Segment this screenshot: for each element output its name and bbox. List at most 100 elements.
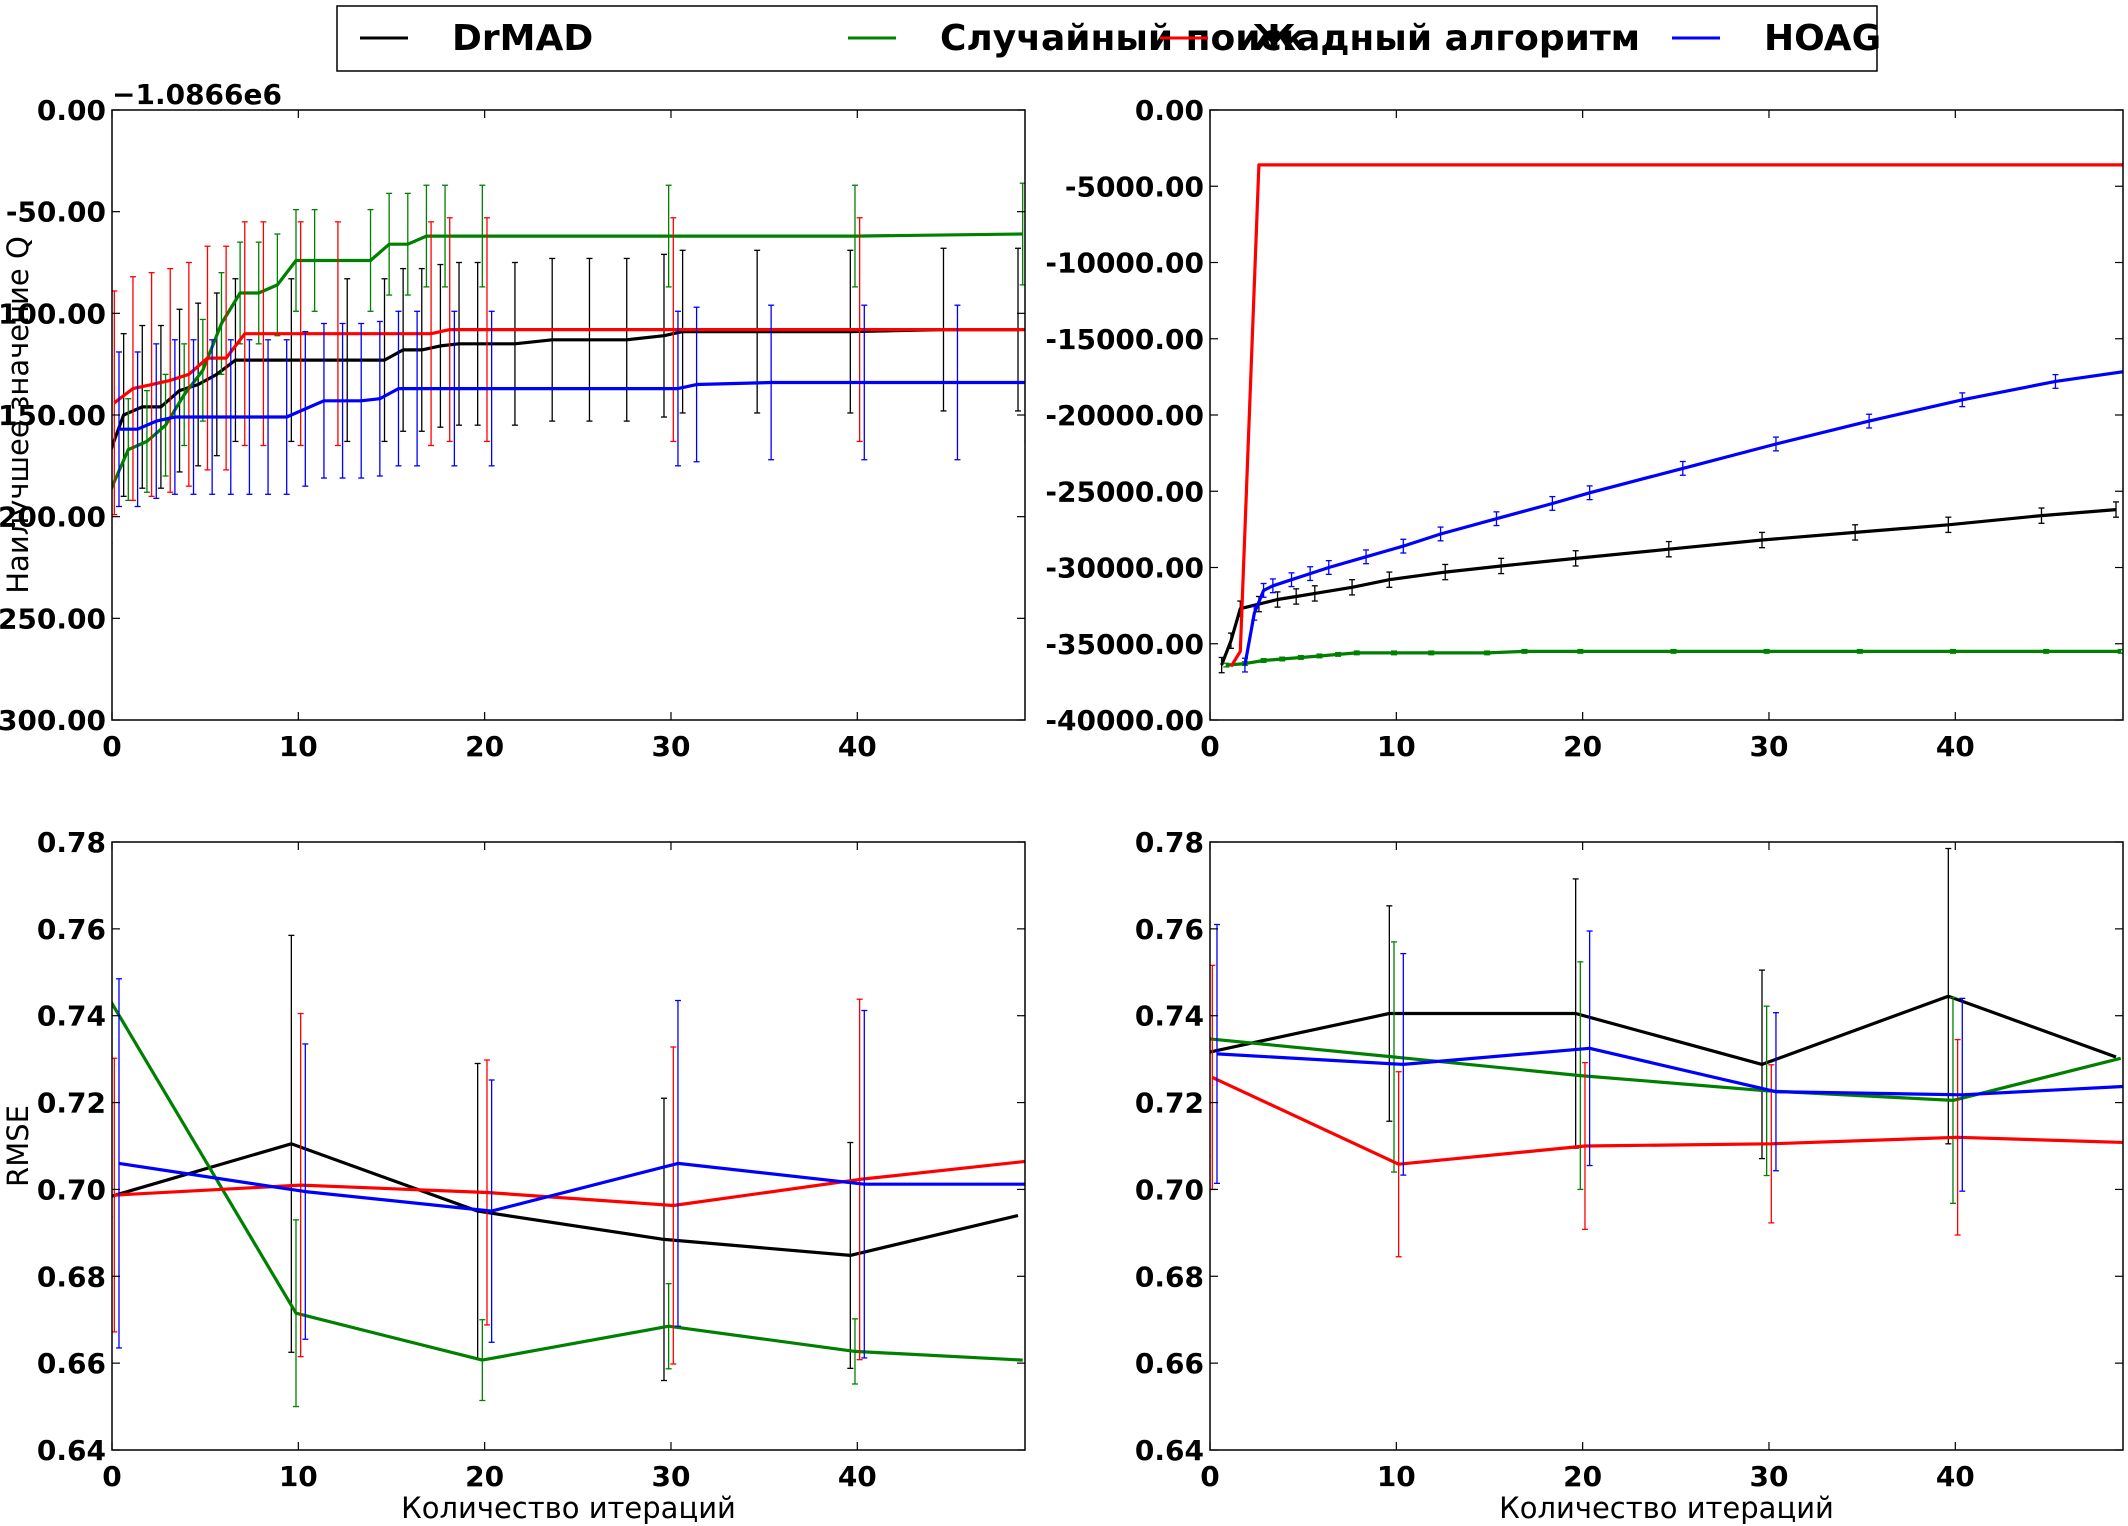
- series-line: [1243, 370, 2123, 666]
- x-tick-label: 10: [1377, 730, 1416, 763]
- series-line: [1229, 163, 2123, 668]
- x-tick-label: 40: [838, 730, 877, 763]
- legend-entry: Жадный алгоритм: [1160, 18, 1640, 59]
- y-tick-label: -5000.00: [1065, 170, 1204, 203]
- y-tick-label: 0.66: [37, 1347, 106, 1380]
- series-3: [115, 304, 1025, 508]
- y-tick-label: 0.68: [37, 1260, 106, 1293]
- plot-area: [112, 182, 1025, 544]
- y-tick-label: -35000.00: [1045, 628, 1204, 661]
- legend-entry: HOAG: [1672, 18, 1881, 59]
- x-tick-label: 0: [102, 1460, 121, 1493]
- series-3: [115, 978, 1025, 1359]
- y-tick-label: 0.74: [37, 1000, 106, 1033]
- x-axis-label: Количество итераций: [401, 1491, 736, 1525]
- y-tick-label: -150.00: [0, 399, 106, 432]
- x-tick-label: 40: [1936, 730, 1975, 763]
- y-tick-label: -300.00: [0, 704, 106, 737]
- x-tick-label: 20: [465, 1460, 504, 1493]
- series-1: [112, 1000, 1023, 1408]
- axes-frame: [1209, 841, 2124, 1451]
- y-axis-label: Наилучшее значение Q: [1, 236, 35, 594]
- subplot-top-right: 0 10 20 30 40 0.00 -5000.00 -10000.00 -15000.00 -…: [1045, 94, 2124, 763]
- plot-area: [1210, 847, 2123, 1258]
- y-tick-label: -15000.00: [1045, 323, 1204, 356]
- x-tick-label: 20: [1563, 730, 1602, 763]
- legend-label: HOAG: [1764, 18, 1881, 59]
- y-tick-label: -40000.00: [1045, 704, 1204, 737]
- series-line: [1216, 1046, 2123, 1097]
- y-axis-label: RMSE: [1, 1105, 35, 1187]
- legend-label: Жадный алгоритм: [1252, 18, 1640, 59]
- subplot-top-left: 0 10 20 30 40 0.00 -50.00 -100.00 -150.00 -200.00…: [0, 78, 1026, 763]
- series-line: [118, 1161, 1025, 1213]
- legend-entry: DrMAD: [360, 18, 593, 59]
- series-2: [1229, 163, 2123, 668]
- subplot-bottom-left: 0 10 20 30 40 0.78 0.76 0.74 0.72 0.70 0.68 0.66 0.6…: [1, 826, 1026, 1525]
- y-tick-label: 0.00: [37, 94, 106, 127]
- series-line: [113, 328, 1025, 405]
- axis-offset-label: −1.0866e6: [112, 78, 282, 111]
- series-0: [1218, 501, 2120, 674]
- y-tick-label: -50.00: [6, 196, 106, 229]
- x-tick-label: 40: [838, 1460, 877, 1493]
- x-tick-label: 30: [1749, 1460, 1788, 1493]
- y-tick-label: 0.72: [37, 1087, 106, 1120]
- y-tick-label: -30000.00: [1045, 552, 1204, 585]
- series-3: [1241, 370, 2123, 673]
- x-tick-label: 20: [1563, 1460, 1602, 1493]
- y-tick-label: 0.64: [1135, 1434, 1204, 1467]
- series-line: [112, 1142, 1019, 1258]
- plot-area: [112, 934, 1025, 1408]
- x-tick-label: 0: [1200, 1460, 1219, 1493]
- series-2: [1210, 964, 2123, 1258]
- series-line: [112, 232, 1023, 492]
- series-2: [112, 217, 1025, 516]
- series-line: [112, 1000, 1023, 1362]
- x-tick-label: 30: [651, 730, 690, 763]
- x-tick-label: 40: [1936, 1460, 1975, 1493]
- series-line: [1226, 649, 2121, 667]
- series-line: [119, 380, 1025, 431]
- x-tick-label: 30: [651, 1460, 690, 1493]
- x-tick-label: 20: [465, 730, 504, 763]
- series-line: [1210, 1037, 2122, 1103]
- x-axis-label: Количество итераций: [1499, 1491, 1834, 1525]
- y-tick-label: 0.66: [1135, 1347, 1204, 1380]
- axes-frame: [111, 841, 1026, 1451]
- axes-frame: [1209, 109, 2124, 721]
- y-tick-label: 0.78: [37, 826, 106, 859]
- plots: 0 10 20 30 40 0.00 -50.00 -100.00 -150.00 -200.00…: [0, 78, 2124, 1525]
- x-tick-label: 0: [102, 730, 121, 763]
- y-tick-label: 0.74: [1135, 1000, 1204, 1033]
- x-tick-label: 10: [279, 730, 318, 763]
- y-tick-label: 0.76: [37, 913, 106, 946]
- y-tick-label: 0.78: [1135, 826, 1204, 859]
- y-tick-label: -200.00: [0, 501, 106, 534]
- series-line: [1211, 1075, 2123, 1166]
- x-tick-label: 0: [1200, 730, 1219, 763]
- y-tick-label: 0.72: [1135, 1087, 1204, 1120]
- legend-entry: Случайный поиск: [848, 18, 1306, 59]
- y-tick-label: 0.64: [37, 1434, 106, 1467]
- plot-area: [1218, 163, 2123, 674]
- y-tick-label: 0.70: [1135, 1173, 1204, 1206]
- y-tick-label: 0.76: [1135, 913, 1204, 946]
- y-tick-label: 0.00: [1135, 94, 1204, 127]
- series-0: [1210, 847, 2117, 1160]
- y-tick-label: -25000.00: [1045, 475, 1204, 508]
- series-0: [112, 934, 1019, 1382]
- legend-label: DrMAD: [452, 18, 593, 59]
- y-tick-label: 0.70: [37, 1173, 106, 1206]
- x-tick-label: 30: [1749, 730, 1788, 763]
- subplot-bottom-right: 0 10 20 30 40 0.78 0.76 0.74 0.72 0.70 0.68 0.66 0.6…: [1135, 826, 2124, 1525]
- series-1: [1223, 648, 2123, 668]
- y-tick-label: -20000.00: [1045, 399, 1204, 432]
- y-tick-label: -10000.00: [1045, 247, 1204, 280]
- series-line: [1210, 994, 2117, 1067]
- x-tick-label: 10: [1377, 1460, 1416, 1493]
- x-tick-label: 10: [279, 1460, 318, 1493]
- series-1: [112, 182, 1025, 544]
